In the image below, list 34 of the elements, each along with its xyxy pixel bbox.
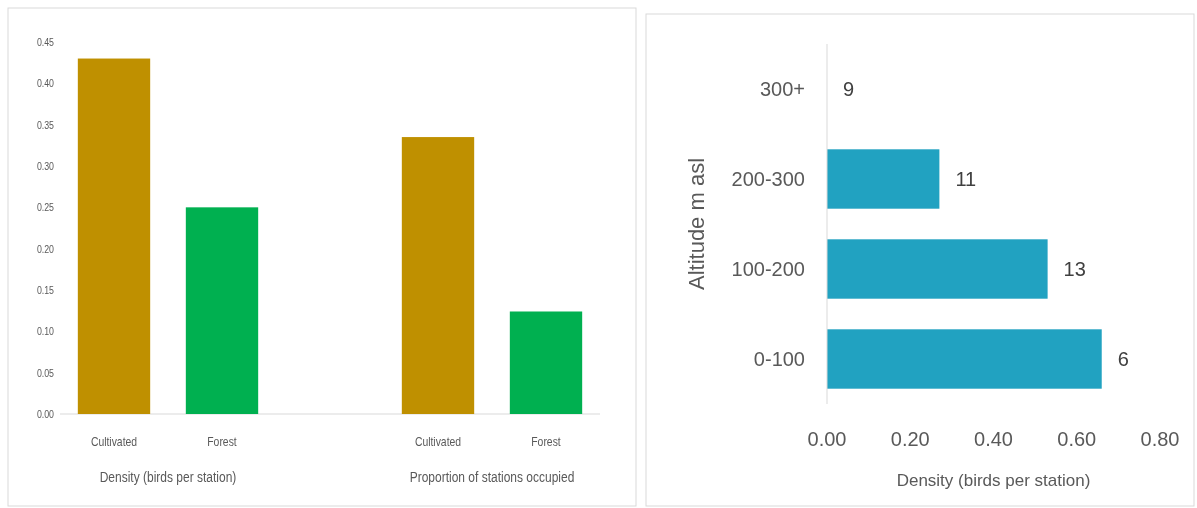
x-tick-label: 0.40 [974, 428, 1013, 450]
y-tick-label: 0.20 [36, 242, 55, 255]
text: Proportion of stations occupied [409, 468, 575, 486]
y-tick-label: 0.25 [36, 201, 55, 214]
y-tick-label: 0.45 [36, 35, 55, 49]
x-tick-label: 0.80 [1140, 428, 1180, 450]
y-tick-label: 0.10 [36, 325, 55, 338]
annotation: 11 [955, 168, 977, 190]
x-tick-label: 0.20 [890, 428, 930, 450]
annotation: 13 [1063, 258, 1086, 280]
bar [827, 239, 1048, 299]
y-tick-label: 300+ [759, 78, 805, 100]
x-tick-label: 0.00 [807, 428, 847, 450]
y-tick-label: 0.40 [36, 77, 55, 90]
x-tick-label: Cultivated [90, 433, 138, 449]
x-tick-label: Forest [207, 433, 238, 449]
text: Density (birds per station) [99, 468, 237, 486]
y-tick-label: 0.05 [36, 366, 55, 379]
x-tick-label: Cultivated [414, 433, 462, 449]
x-axis-title: Density (birds per station) [896, 471, 1091, 490]
bar [827, 329, 1102, 389]
y-tick-label: 0.30 [36, 159, 55, 173]
y-tick-label: 100-200 [731, 258, 805, 280]
annotation: 9 [843, 78, 855, 100]
x-tick-label: 0.60 [1057, 428, 1097, 450]
bar [827, 149, 940, 209]
y-axis-title: Altitude m asl [684, 157, 709, 291]
y-tick-label: 0.15 [36, 283, 55, 297]
x-tick-label: Forest [531, 433, 562, 449]
y-tick-label: 0-100 [753, 348, 805, 370]
y-tick-label: 0.35 [36, 118, 55, 131]
y-tick-label: 200-300 [731, 168, 805, 190]
annotation: 6 [1117, 348, 1129, 370]
y-tick-label: 0.00 [36, 407, 55, 421]
